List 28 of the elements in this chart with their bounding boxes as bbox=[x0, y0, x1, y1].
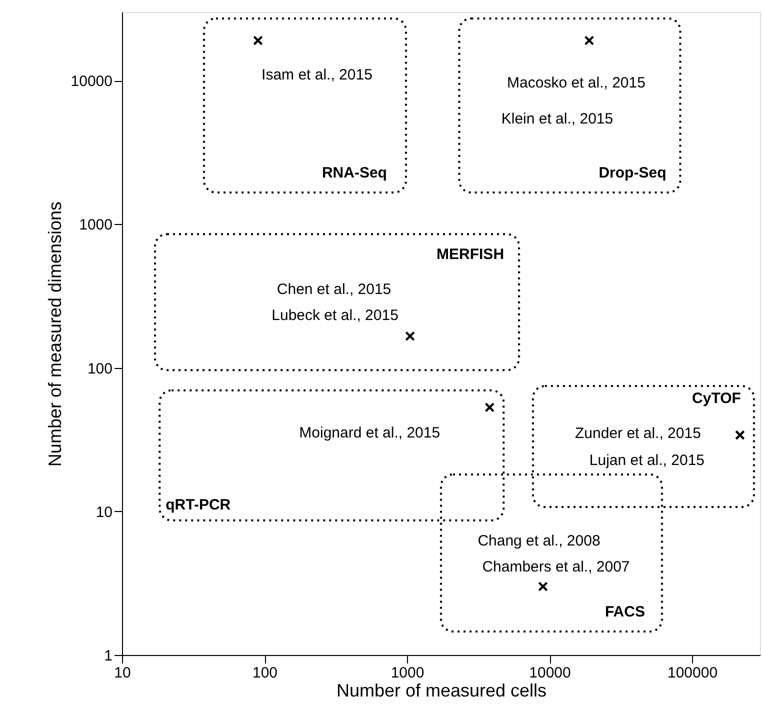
y-tick-label: 1 bbox=[104, 648, 112, 664]
annotation: Lubeck et al., 2015 bbox=[272, 307, 398, 324]
annotation: RNA-Seq bbox=[322, 164, 387, 182]
annotation: Macosko et al., 2015 bbox=[507, 74, 646, 92]
x-tick-label: 10 bbox=[114, 664, 131, 682]
annotation: Klein et al., 2015 bbox=[501, 110, 614, 128]
annotation: CyTOF bbox=[692, 390, 741, 408]
y-tick-label: 10000 bbox=[70, 73, 112, 90]
x-axis-title: Number of measured cells bbox=[336, 680, 547, 700]
x-tick-label: 10000 bbox=[529, 664, 571, 682]
annotation: Drop-Seq bbox=[598, 164, 666, 182]
y-tick-label: 10 bbox=[96, 504, 112, 521]
annotation: Moignard et al., 2015 bbox=[299, 424, 440, 442]
y-tick-label: 100 bbox=[87, 360, 112, 378]
annotation: Chambers et al., 2007 bbox=[482, 558, 630, 576]
annotation: Chang et al., 2008 bbox=[478, 532, 600, 550]
annotation: MERFISH bbox=[436, 246, 504, 264]
y-tick-label: 1000 bbox=[79, 216, 112, 234]
annotation: Chen et al., 2015 bbox=[276, 281, 392, 298]
x-tick-label: 100000 bbox=[667, 664, 718, 682]
annotation: Lujan et al., 2015 bbox=[589, 452, 704, 470]
annotation: Zunder et al., 2015 bbox=[574, 425, 701, 442]
annotation: qRT-PCR bbox=[166, 496, 231, 514]
x-tick-label: 100 bbox=[252, 664, 278, 682]
annotation: Isam et al., 2015 bbox=[262, 66, 372, 84]
annotation: FACS bbox=[604, 603, 645, 620]
y-axis-title: Number of measured dimensions bbox=[44, 201, 65, 467]
x-tick-label: 1000 bbox=[390, 664, 424, 682]
